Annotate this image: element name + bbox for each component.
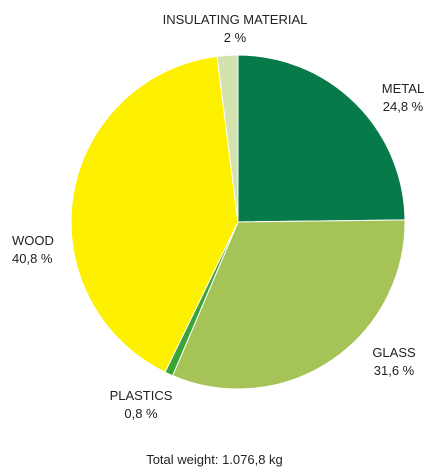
total-weight-caption: Total weight: 1.076,8 kg — [146, 452, 283, 467]
label-glass-value: 31,6 % — [374, 363, 415, 378]
label-metal-value: 24,8 % — [383, 99, 424, 114]
label-metal-name: METAL — [382, 81, 424, 96]
label-plastics-name: PLASTICS — [110, 388, 173, 403]
label-wood-value: 40,8 % — [12, 251, 53, 266]
pie-slice-insulating-material — [216, 54, 239, 223]
pie-slices — [70, 54, 406, 390]
pie-slice-metal — [237, 54, 406, 223]
label-insulating-name: INSULATING MATERIAL — [163, 12, 308, 27]
label-plastics-value: 0,8 % — [124, 406, 158, 421]
pie-slice-glass — [171, 219, 406, 390]
label-wood-name: WOOD — [12, 233, 54, 248]
pie-slice-wood — [70, 55, 239, 373]
label-insulating-value: 2 % — [224, 30, 247, 45]
label-glass-name: GLASS — [372, 345, 416, 360]
